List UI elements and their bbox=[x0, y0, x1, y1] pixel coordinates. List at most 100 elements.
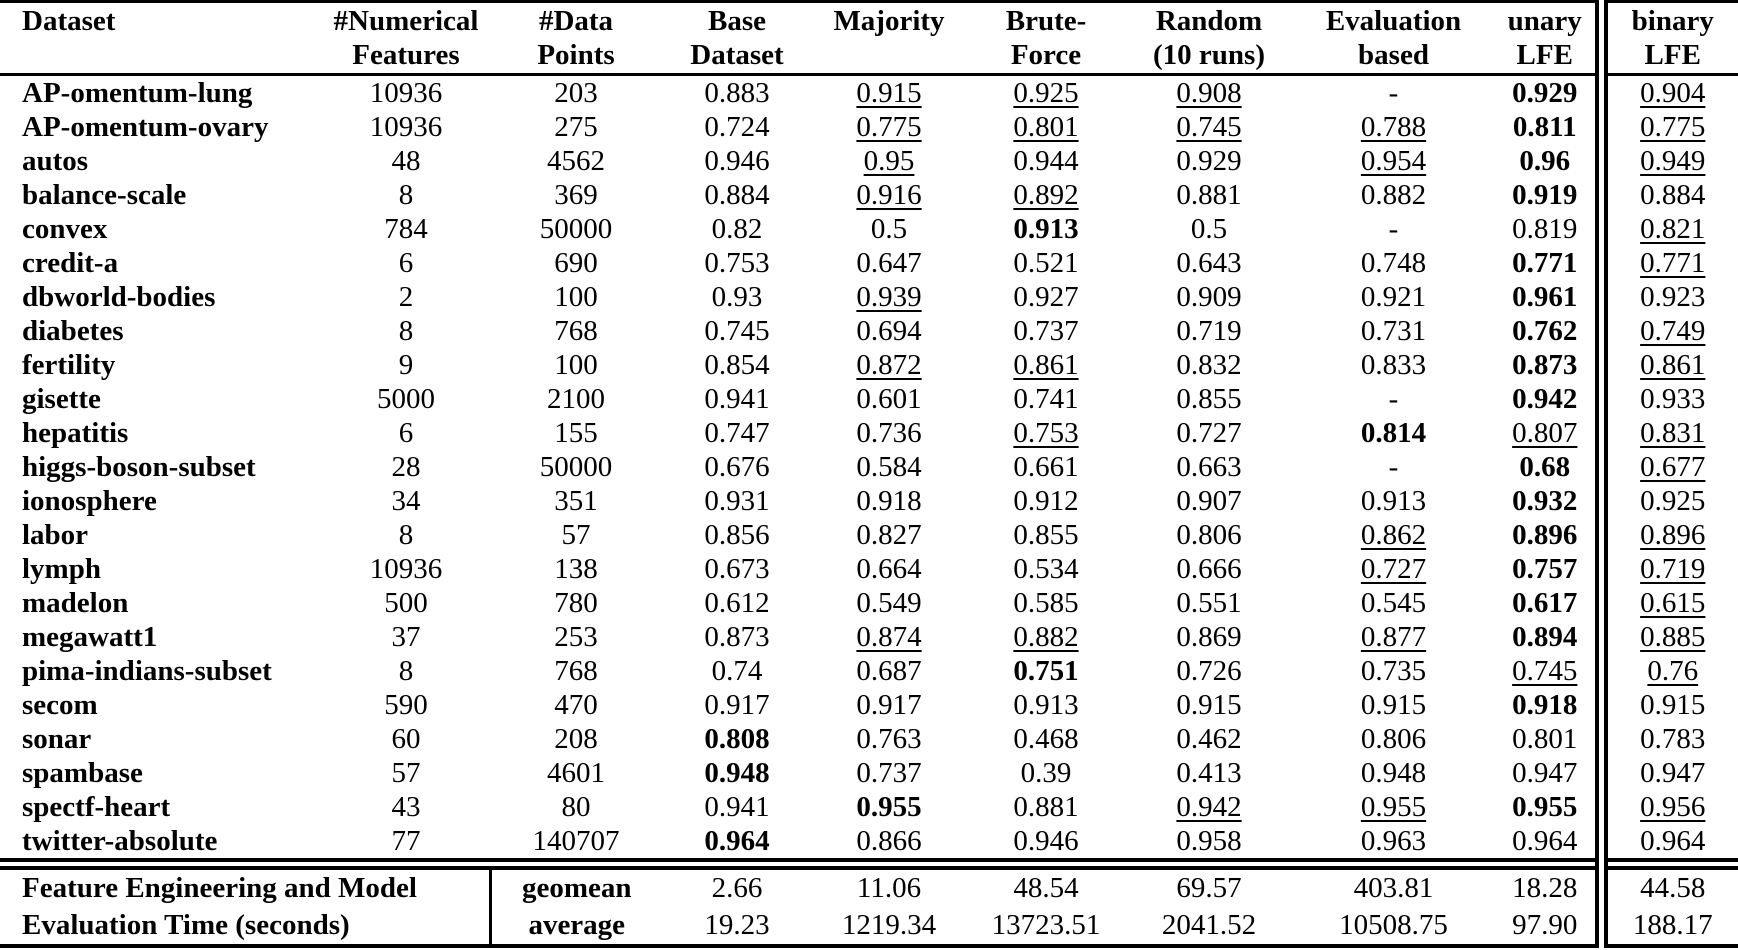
column-header-line2: Force bbox=[1010, 39, 1082, 71]
result-cell: 0.917 bbox=[812, 688, 966, 722]
result-cell: 0.963 bbox=[1292, 824, 1495, 864]
data-points-cell: 4562 bbox=[547, 145, 605, 177]
result-value: 0.942 bbox=[1176, 791, 1242, 823]
result-cell: 0.741 bbox=[966, 382, 1126, 416]
footer-value-cell: 44.58 bbox=[1594, 858, 1738, 907]
result-value: 0.747 bbox=[704, 417, 770, 449]
result-cell: 0.676 bbox=[662, 450, 812, 484]
result-cell: 0.647 bbox=[812, 246, 966, 280]
result-cell: 0.719 bbox=[1594, 552, 1738, 586]
result-value: 0.896 bbox=[1512, 519, 1578, 551]
result-value: 44.58 bbox=[1640, 872, 1706, 904]
result-cell: 0.694 bbox=[812, 314, 966, 348]
result-value: 0.814 bbox=[1360, 417, 1427, 449]
result-cell: 0.946 bbox=[966, 824, 1126, 864]
result-value: 0.884 bbox=[1640, 179, 1706, 211]
table-row: secom 590 470 0.917 0.917 0.913 0.915 0.915 0… bbox=[0, 688, 1738, 722]
column-header-line2: based bbox=[1358, 39, 1429, 71]
result-cell: 0.916 bbox=[812, 178, 966, 212]
result-cell: 0.881 bbox=[1126, 178, 1292, 212]
data-points-cell: 50000 bbox=[539, 451, 613, 483]
result-value: 0.872 bbox=[856, 349, 922, 381]
result-cell: 0.955 bbox=[1292, 790, 1495, 824]
num-features-cell: 2 bbox=[398, 281, 414, 313]
result-value: 0.955 bbox=[1512, 791, 1578, 823]
result-value: 0.82 bbox=[711, 213, 763, 245]
result-value: 0.551 bbox=[1176, 587, 1242, 619]
footer-label-line2: Evaluation Time (seconds) bbox=[22, 909, 350, 941]
result-value: 0.783 bbox=[1640, 723, 1706, 755]
result-cell: 0.883 bbox=[662, 75, 812, 111]
result-value: 0.915 bbox=[1176, 689, 1242, 721]
result-cell: 0.757 bbox=[1495, 552, 1601, 586]
result-value: 0.468 bbox=[1013, 723, 1079, 755]
footer-value-cell: 19.23 bbox=[662, 907, 812, 946]
result-value: 0.39 bbox=[1020, 757, 1072, 789]
data-points-cell: 2100 bbox=[547, 383, 605, 415]
dataset-name: labor bbox=[22, 519, 89, 551]
result-value: 2041.52 bbox=[1161, 909, 1257, 941]
result-value: 0.896 bbox=[1640, 519, 1706, 551]
num-features-cell: 6 bbox=[398, 247, 414, 279]
footer-value-cell: 403.81 bbox=[1292, 858, 1495, 907]
result-cell: 0.745 bbox=[1495, 654, 1601, 688]
num-features-cell: 28 bbox=[391, 451, 421, 483]
result-value: 0.677 bbox=[1640, 451, 1706, 483]
table-row: hepatitis 6 155 0.747 0.736 0.753 0.727 0.81… bbox=[0, 416, 1738, 450]
result-cell: 0.856 bbox=[662, 518, 812, 552]
footer-stat-average: average bbox=[488, 907, 662, 946]
result-value: 0.808 bbox=[704, 723, 770, 755]
result-cell: 0.918 bbox=[1495, 688, 1601, 722]
result-value: 0.585 bbox=[1013, 587, 1079, 619]
data-points-cell: 768 bbox=[554, 655, 598, 687]
result-value: 0.832 bbox=[1176, 349, 1242, 381]
result-value: 403.81 bbox=[1353, 872, 1434, 904]
result-cell: 0.736 bbox=[812, 416, 966, 450]
result-cell: 0.912 bbox=[966, 484, 1126, 518]
header-row: Dataset #Numerical Features #Data Points… bbox=[0, 1, 1738, 76]
column-header-line2: LFE bbox=[1516, 39, 1573, 71]
result-cell: 0.737 bbox=[966, 314, 1126, 348]
result-cell: 0.873 bbox=[662, 620, 812, 654]
footer-row-average: average 19.23 1219.34 13723.51 2041.52 10508.… bbox=[0, 907, 1738, 946]
column-header-line1: #Numerical bbox=[333, 5, 479, 37]
footer-value-cell: 1219.34 bbox=[812, 907, 966, 946]
result-value: 0.913 bbox=[1360, 485, 1427, 517]
result-cell: 0.882 bbox=[966, 620, 1126, 654]
result-value: 0.947 bbox=[1512, 757, 1578, 789]
result-value: 0.775 bbox=[1640, 111, 1706, 143]
footer-label: Feature Engineering and Model Evaluation … bbox=[0, 858, 490, 946]
result-value: 0.801 bbox=[1512, 723, 1578, 755]
result-value: 0.545 bbox=[1360, 587, 1427, 619]
footer-stat-geomean: geomean bbox=[488, 858, 662, 907]
result-value: 0.874 bbox=[856, 621, 922, 653]
result-cell: 0.908 bbox=[1126, 75, 1292, 111]
result-cell: 0.5 bbox=[1126, 212, 1292, 246]
footer-value-cell: 11.06 bbox=[812, 858, 966, 907]
result-value: 0.811 bbox=[1512, 111, 1577, 143]
result-cell: 0.727 bbox=[1126, 416, 1292, 450]
table-row: autos 48 4562 0.946 0.95 0.944 0.929 0.954 0.… bbox=[0, 144, 1738, 178]
result-value: 0.735 bbox=[1360, 655, 1427, 687]
dataset-name: gisette bbox=[22, 383, 101, 415]
result-value: 0.949 bbox=[1640, 145, 1706, 177]
result-cell: 0.74 bbox=[662, 654, 812, 688]
result-cell: 0.549 bbox=[812, 586, 966, 620]
result-value: 0.74 bbox=[711, 655, 763, 687]
result-cell: 0.775 bbox=[812, 110, 966, 144]
result-cell: 0.551 bbox=[1126, 586, 1292, 620]
result-cell: 0.925 bbox=[1594, 484, 1738, 518]
result-cell: 0.915 bbox=[1594, 688, 1738, 722]
column-header-line2: Points bbox=[537, 39, 615, 71]
result-cell: 0.753 bbox=[662, 246, 812, 280]
result-value: 0.908 bbox=[1176, 77, 1242, 109]
result-cell: 0.68 bbox=[1495, 450, 1601, 484]
num-features-cell: 5000 bbox=[377, 383, 435, 415]
result-value: 0.534 bbox=[1013, 553, 1079, 585]
result-cell: 0.663 bbox=[1126, 450, 1292, 484]
result-value: 97.90 bbox=[1512, 909, 1578, 941]
result-cell: 0.872 bbox=[812, 348, 966, 382]
result-cell: 0.921 bbox=[1292, 280, 1495, 314]
result-value: 0.964 bbox=[1640, 825, 1706, 857]
column-header-line2: Dataset bbox=[690, 39, 784, 71]
